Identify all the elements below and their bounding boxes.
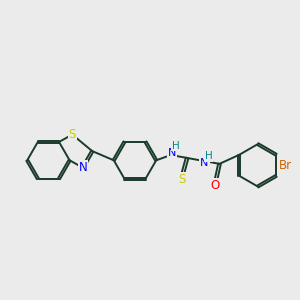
Text: O: O	[210, 178, 219, 191]
Text: S: S	[178, 172, 185, 186]
Text: S: S	[69, 128, 76, 141]
Text: Br: Br	[278, 159, 292, 172]
Text: H: H	[172, 141, 180, 151]
Text: H: H	[205, 151, 212, 161]
Text: N: N	[200, 158, 209, 168]
Text: N: N	[168, 148, 176, 158]
Text: N: N	[79, 161, 87, 174]
